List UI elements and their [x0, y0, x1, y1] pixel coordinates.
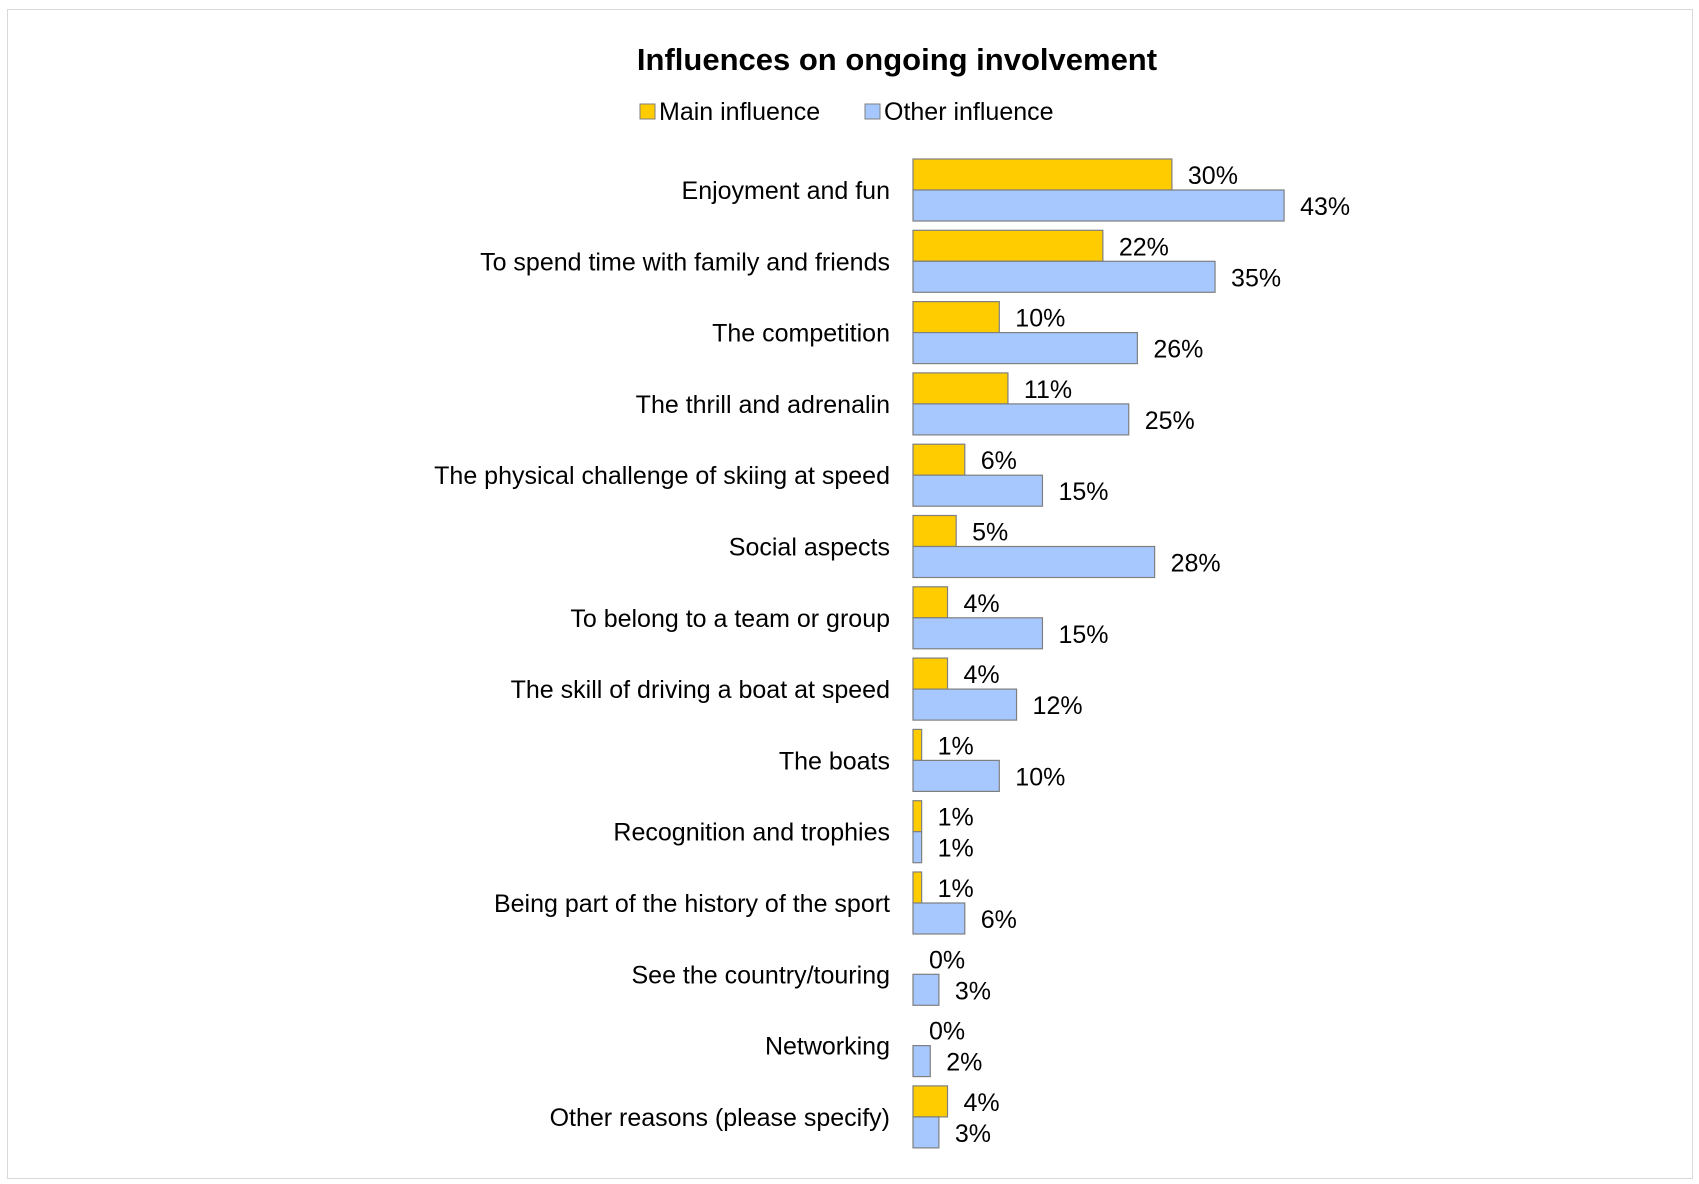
category-label-other-reasons-please-specify: Other reasons (please specify): [550, 1104, 890, 1132]
data-label-other-influence-the-skill-of-driving-a-boat-at-speed: 12%: [1033, 692, 1083, 720]
bar-other-influence-the-physical-challenge-of-skiing-at-speed: [912, 474, 1044, 507]
legend-label-main-influence: Main influence: [659, 98, 820, 126]
category-label-to-spend-time-with-family-and-friends: To spend time with family and friends: [480, 248, 890, 276]
bar-main-influence-the-skill-of-driving-a-boat-at-speed: [912, 657, 949, 690]
data-label-main-influence-recognition-and-trophies: 1%: [938, 804, 974, 832]
data-label-other-influence-other-reasons-please-specify: 3%: [955, 1120, 991, 1148]
data-label-other-influence-social-aspects: 28%: [1171, 550, 1221, 578]
data-label-other-influence-the-physical-challenge-of-skiing-at-speed: 15%: [1058, 478, 1108, 506]
bar-other-influence-being-part-of-the-history-of-the-sport: [912, 902, 966, 935]
category-label-networking: Networking: [765, 1033, 890, 1061]
data-label-other-influence-the-competition: 26%: [1153, 336, 1203, 364]
category-label-the-competition: The competition: [712, 320, 890, 348]
category-label-see-the-country-touring: See the country/touring: [632, 961, 891, 989]
bar-main-influence-recognition-and-trophies: [912, 800, 923, 833]
data-label-other-influence-networking: 2%: [946, 1049, 982, 1077]
legend-label-other-influence: Other influence: [884, 98, 1054, 126]
category-label-the-boats: The boats: [779, 747, 890, 775]
data-label-other-influence-to-spend-time-with-family-and-friends: 35%: [1231, 264, 1281, 292]
data-label-other-influence-being-part-of-the-history-of-the-sport: 6%: [981, 906, 1017, 934]
bar-main-influence-to-belong-to-a-team-or-group: [912, 586, 949, 619]
bar-main-influence-being-part-of-the-history-of-the-sport: [912, 871, 923, 904]
data-label-other-influence-to-belong-to-a-team-or-group: 15%: [1058, 621, 1108, 649]
data-label-main-influence-enjoyment-and-fun: 30%: [1188, 162, 1238, 190]
category-label-social-aspects: Social aspects: [729, 534, 890, 562]
plot-area: Enjoyment and fun 30% 43% To spend time wit…: [434, 158, 1350, 1149]
legend: Main influence Other influence: [639, 98, 1054, 126]
bar-main-influence-the-competition: [912, 301, 1000, 334]
data-label-other-influence-the-boats: 10%: [1015, 763, 1065, 791]
bar-main-influence-the-thrill-and-adrenalin: [912, 372, 1009, 405]
chart-frame: [7, 9, 1693, 1179]
category-label-enjoyment-and-fun: Enjoyment and fun: [682, 177, 890, 205]
bar-other-influence-see-the-country-touring: [912, 973, 940, 1006]
category-label-recognition-and-trophies: Recognition and trophies: [613, 819, 890, 847]
data-label-other-influence-recognition-and-trophies: 1%: [938, 835, 974, 863]
bar-other-influence-recognition-and-trophies: [912, 831, 923, 864]
bar-other-influence-other-reasons-please-specify: [912, 1116, 940, 1149]
bar-other-influence-social-aspects: [912, 545, 1156, 579]
category-label-the-thrill-and-adrenalin: The thrill and adrenalin: [636, 391, 890, 419]
bar-other-influence-to-belong-to-a-team-or-group: [912, 617, 1044, 650]
category-label-the-physical-challenge-of-skiing-at-speed: The physical challenge of skiing at spee…: [434, 462, 890, 490]
data-label-main-influence-networking: 0%: [929, 1018, 965, 1046]
bar-other-influence-networking: [912, 1044, 931, 1078]
data-label-other-influence-see-the-country-touring: 3%: [955, 977, 991, 1005]
data-label-main-influence-see-the-country-touring: 0%: [929, 946, 965, 974]
data-label-other-influence-enjoyment-and-fun: 43%: [1300, 193, 1350, 221]
bar-other-influence-enjoyment-and-fun: [912, 189, 1285, 222]
bar-other-influence-the-competition: [912, 332, 1138, 365]
bar-main-influence-other-reasons-please-specify: [912, 1085, 949, 1118]
legend-swatch-main-influence: [639, 103, 656, 120]
data-label-main-influence-the-competition: 10%: [1015, 305, 1065, 333]
bar-other-influence-the-boats: [912, 759, 1000, 793]
bar-other-influence-the-thrill-and-adrenalin: [912, 403, 1130, 436]
category-label-to-belong-to-a-team-or-group: To belong to a team or group: [570, 605, 890, 633]
data-label-main-influence-the-skill-of-driving-a-boat-at-speed: 4%: [964, 661, 1000, 689]
chart-title: Influences on ongoing involvement: [637, 42, 1157, 77]
data-label-other-influence-the-thrill-and-adrenalin: 25%: [1145, 407, 1195, 435]
data-label-main-influence-to-belong-to-a-team-or-group: 4%: [964, 590, 1000, 618]
data-label-main-influence-the-thrill-and-adrenalin: 11%: [1024, 376, 1072, 404]
data-label-main-influence-the-boats: 1%: [938, 732, 974, 760]
data-label-main-influence-social-aspects: 5%: [972, 519, 1008, 547]
bar-main-influence-to-spend-time-with-family-and-friends: [912, 229, 1104, 262]
data-label-main-influence-the-physical-challenge-of-skiing-at-speed: 6%: [981, 447, 1017, 475]
data-label-main-influence-being-part-of-the-history-of-the-sport: 1%: [938, 875, 974, 903]
category-label-the-skill-of-driving-a-boat-at-speed: The skill of driving a boat at speed: [511, 676, 890, 704]
data-label-main-influence-other-reasons-please-specify: 4%: [964, 1089, 1000, 1117]
bar-other-influence-the-skill-of-driving-a-boat-at-speed: [912, 688, 1018, 721]
bar-main-influence-the-physical-challenge-of-skiing-at-speed: [912, 443, 966, 476]
category-label-being-part-of-the-history-of-the-sport: Being part of the history of the sport: [494, 890, 890, 918]
bar-other-influence-to-spend-time-with-family-and-friends: [912, 260, 1216, 293]
data-label-main-influence-to-spend-time-with-family-and-friends: 22%: [1119, 233, 1169, 261]
bar-main-influence-enjoyment-and-fun: [912, 158, 1173, 191]
bar-main-influence-the-boats: [912, 728, 923, 762]
bar-main-influence-social-aspects: [912, 514, 957, 548]
legend-swatch-other-influence: [864, 103, 881, 120]
